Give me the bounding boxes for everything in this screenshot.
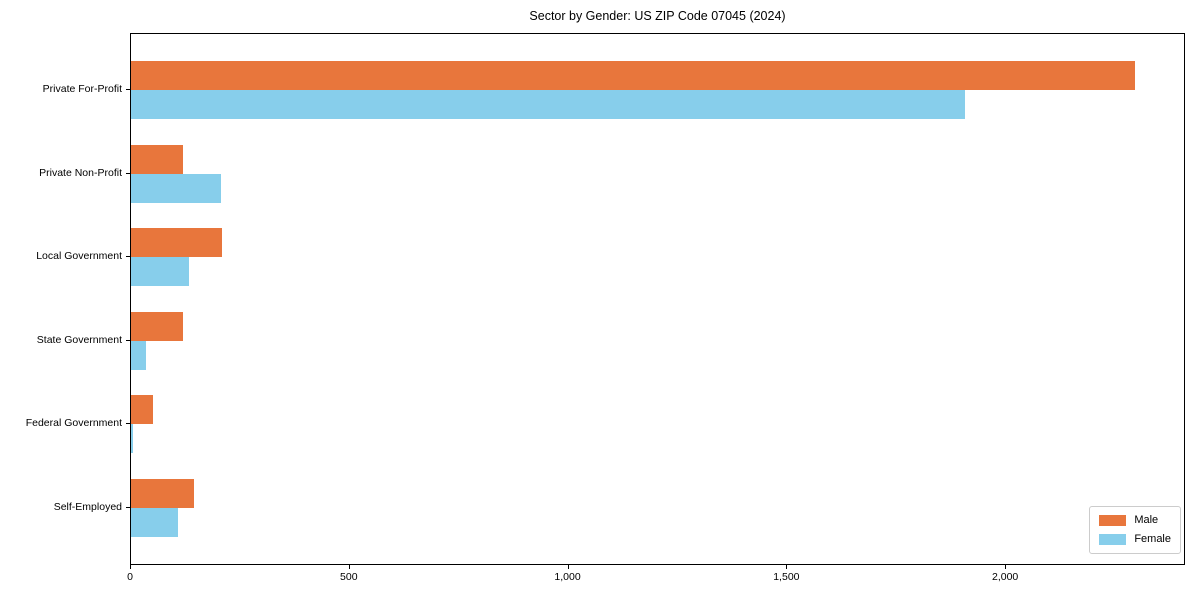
y-axis-label-local-government: Local Government xyxy=(36,250,122,263)
bar-female-federal-government xyxy=(131,424,134,454)
y-tick-mark xyxy=(126,507,130,508)
x-tick-label-500: 500 xyxy=(340,571,358,583)
bar-female-private-for-profit xyxy=(131,90,965,119)
legend: Male Female xyxy=(1089,506,1181,554)
bar-female-state-government xyxy=(131,340,146,370)
y-axis-label-federal-government: Federal Government xyxy=(25,417,122,430)
y-tick-mark xyxy=(126,256,130,258)
x-tick-label-1500: 1,500 xyxy=(773,571,800,583)
legend-swatch-male xyxy=(1099,515,1127,526)
bar-female-self-employed xyxy=(131,508,178,537)
y-axis-label-state-government: State Government xyxy=(36,333,122,346)
bar-female-private-non-profit xyxy=(131,173,222,203)
x-tick-mark xyxy=(786,565,788,569)
bar-male-local-government xyxy=(131,228,223,258)
chart-title: Sector by Gender: US ZIP Code 07045 (202… xyxy=(529,9,786,23)
y-axis-label-private-non-profit: Private Non-Profit xyxy=(39,166,122,179)
legend-item-male: Male xyxy=(1099,514,1171,527)
x-tick-mark xyxy=(1005,565,1007,569)
y-tick-mark xyxy=(126,172,130,174)
x-tick-label-0: 0 xyxy=(127,571,133,583)
plot-area: Male Female xyxy=(130,33,1185,565)
bar-male-self-employed xyxy=(131,479,194,508)
legend-label-male: Male xyxy=(1134,514,1159,526)
bar-male-private-non-profit xyxy=(131,144,184,174)
y-axis-label-self-employed: Self-Employed xyxy=(53,501,122,513)
y-tick-mark xyxy=(126,423,130,425)
bar-male-private-for-profit xyxy=(131,61,1136,90)
y-tick-mark xyxy=(126,339,130,341)
legend-label-female: Female xyxy=(1134,533,1171,545)
x-tick-label-1000: 1,000 xyxy=(554,571,581,583)
x-tick-mark xyxy=(348,565,350,569)
bar-male-federal-government xyxy=(131,395,153,425)
legend-swatch-female xyxy=(1099,534,1127,545)
legend-item-female: Female xyxy=(1099,533,1171,546)
y-tick-mark xyxy=(126,89,130,90)
bar-female-local-government xyxy=(131,257,190,287)
x-tick-label-2000: 2,000 xyxy=(992,571,1019,583)
bar-male-state-government xyxy=(131,311,184,341)
x-tick-mark xyxy=(567,565,569,569)
y-axis-label-private-for-profit: Private For-Profit xyxy=(42,83,122,95)
x-tick-mark xyxy=(130,565,131,569)
